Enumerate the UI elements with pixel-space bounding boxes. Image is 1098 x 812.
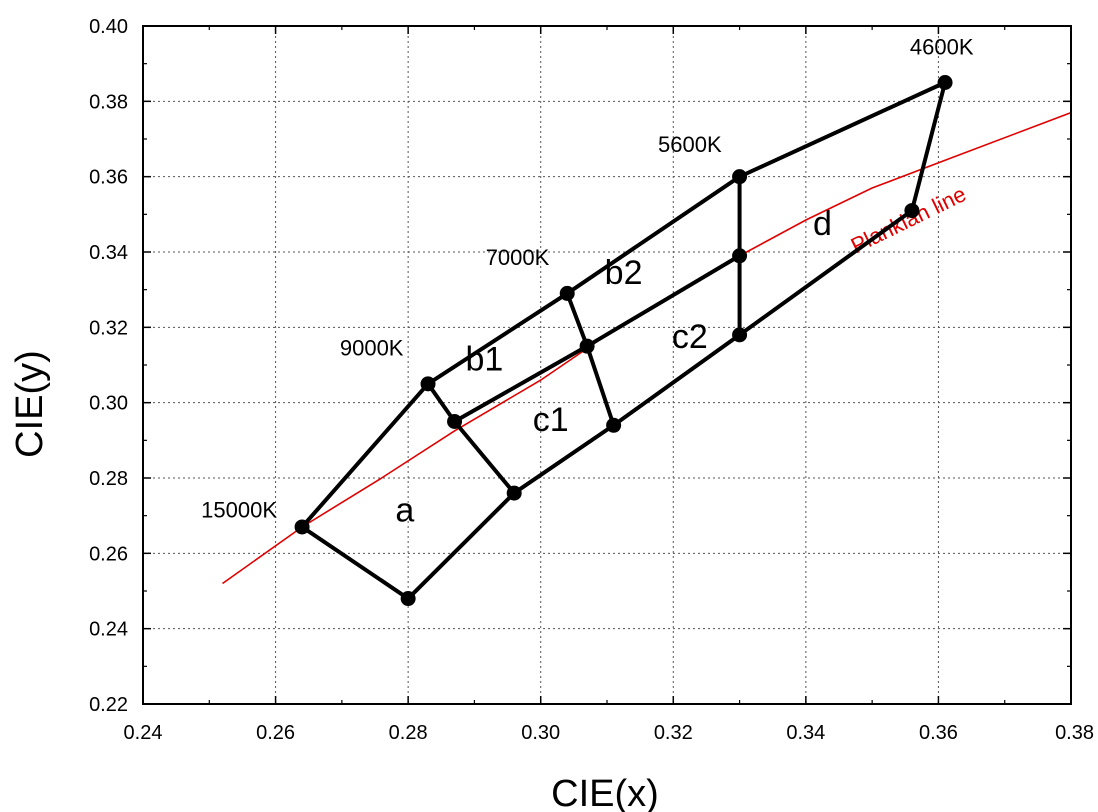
tick-labels: 0.24 0.26 0.28 0.30 0.32 0.34 0.36 0.38 0.22 0.24… xyxy=(89,16,1094,744)
boundary-segment xyxy=(737,80,948,179)
region-label: c2 xyxy=(672,318,708,356)
boundary-segment xyxy=(406,491,517,601)
grid-lines xyxy=(143,26,1071,704)
y-tick-label: 0.22 xyxy=(89,694,128,716)
data-point xyxy=(904,203,920,219)
boundary-segment xyxy=(565,291,590,349)
y-axis-title: CIE(y) xyxy=(9,350,51,458)
boundary-segment xyxy=(452,419,517,496)
boundary-segment xyxy=(909,80,948,213)
boundary-segment xyxy=(300,524,411,601)
data-point xyxy=(400,591,416,607)
data-point xyxy=(447,414,463,429)
y-tick-label: 0.28 xyxy=(89,468,128,490)
x-tick-label: 0.28 xyxy=(389,722,428,744)
boundary-segment xyxy=(585,253,742,349)
y-tick-label: 0.40 xyxy=(89,16,128,38)
temperature-label: 7000K xyxy=(486,245,550,270)
y-tick-label: 0.30 xyxy=(89,393,128,415)
boundary-segment xyxy=(426,381,457,424)
planckian-line-label: Plankian line xyxy=(847,181,970,258)
x-tick-label: 0.36 xyxy=(919,722,958,744)
boundary-lines xyxy=(300,80,948,601)
temperature-label: 15000K xyxy=(201,498,277,523)
x-tick-label: 0.26 xyxy=(256,722,295,744)
boundary-segment xyxy=(737,208,914,337)
region-label: b1 xyxy=(465,341,503,379)
data-point xyxy=(506,485,522,501)
region-label: d xyxy=(813,205,832,243)
region-label: c1 xyxy=(533,401,569,439)
temperature-label: 9000K xyxy=(340,336,404,361)
boundary-segment xyxy=(452,344,590,424)
x-tick-label: 0.32 xyxy=(654,722,693,744)
data-point xyxy=(732,169,748,185)
data-point xyxy=(606,417,622,433)
data-point xyxy=(420,376,436,392)
y-tick-label: 0.34 xyxy=(89,242,128,264)
y-tick-label: 0.24 xyxy=(89,619,128,641)
y-tick-label: 0.36 xyxy=(89,167,128,189)
y-tick-label: 0.38 xyxy=(89,91,128,113)
data-point xyxy=(937,75,953,90)
boundary-segment xyxy=(611,332,742,428)
x-tick-label: 0.34 xyxy=(786,722,825,744)
data-point xyxy=(732,248,748,264)
x-tick-label: 0.38 xyxy=(1055,722,1094,744)
boundary-segment xyxy=(300,381,431,529)
data-point xyxy=(732,327,748,343)
data-point xyxy=(579,338,595,354)
boundary-segment xyxy=(565,174,742,296)
x-tick-label: 0.24 xyxy=(124,722,163,744)
axis-ticks xyxy=(142,25,1072,705)
data-point xyxy=(294,519,310,535)
boundary-segment xyxy=(585,344,616,428)
data-point xyxy=(559,285,575,301)
region-label: a xyxy=(395,491,414,529)
boundary-segment xyxy=(426,291,570,386)
temperature-label: 5600K xyxy=(658,132,722,157)
annotations: 15000K 9000K 7000K 5600K 4600K a b1 c1 b2 c2 d xyxy=(201,34,974,529)
y-tick-label: 0.32 xyxy=(89,317,128,339)
region-label: b2 xyxy=(605,254,643,292)
boundary-segment xyxy=(512,423,616,496)
temperature-label: 4600K xyxy=(910,34,974,59)
y-tick-label: 0.26 xyxy=(89,543,128,565)
x-tick-label: 0.30 xyxy=(521,722,560,744)
data-points xyxy=(294,75,953,607)
x-axis-title: CIE(x) xyxy=(551,773,659,812)
